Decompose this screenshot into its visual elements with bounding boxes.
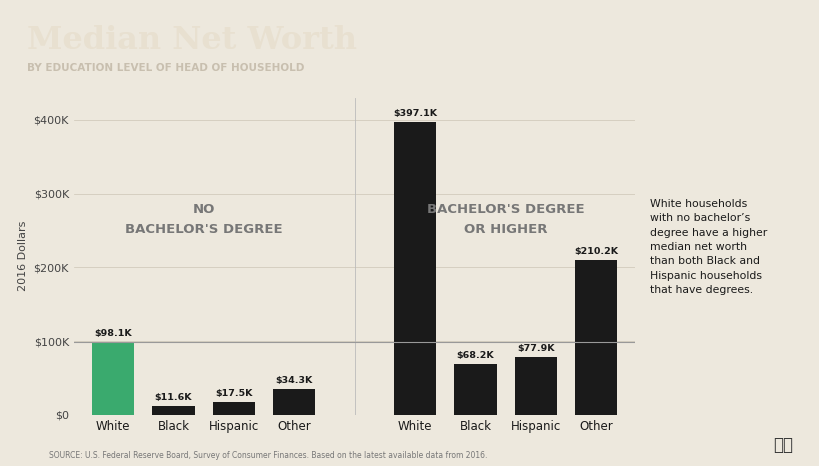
- Text: Median Net Worth: Median Net Worth: [27, 25, 356, 56]
- Text: $98.1K: $98.1K: [94, 329, 132, 338]
- Text: SOURCE: U.S. Federal Reserve Board, Survey of Consumer Finances. Based on the la: SOURCE: U.S. Federal Reserve Board, Surv…: [49, 452, 487, 460]
- Text: $11.6K: $11.6K: [155, 393, 192, 402]
- Text: $77.9K: $77.9K: [517, 344, 554, 353]
- Bar: [212, 402, 255, 415]
- Text: $68.2K: $68.2K: [456, 351, 494, 360]
- Bar: [393, 122, 436, 415]
- Bar: [152, 406, 194, 415]
- Text: White households
with no bachelor’s
degree have a higher
median net worth
than b: White households with no bachelor’s degr…: [649, 199, 767, 295]
- Text: $210.2K: $210.2K: [573, 247, 618, 256]
- Text: $17.5K: $17.5K: [215, 389, 252, 398]
- Text: ⦿⦿: ⦿⦿: [772, 436, 792, 454]
- Bar: [574, 260, 617, 415]
- Text: $397.1K: $397.1K: [392, 109, 437, 118]
- Text: NO
BACHELOR'S DEGREE: NO BACHELOR'S DEGREE: [124, 203, 282, 236]
- Text: BY EDUCATION LEVEL OF HEAD OF HOUSEHOLD: BY EDUCATION LEVEL OF HEAD OF HOUSEHOLD: [27, 62, 304, 73]
- Text: $34.3K: $34.3K: [275, 377, 313, 385]
- Text: BACHELOR'S DEGREE
OR HIGHER: BACHELOR'S DEGREE OR HIGHER: [427, 203, 584, 236]
- Bar: [92, 343, 134, 415]
- Bar: [454, 364, 496, 415]
- Bar: [514, 357, 556, 415]
- Bar: [273, 390, 315, 415]
- Y-axis label: 2016 Dollars: 2016 Dollars: [18, 221, 28, 292]
